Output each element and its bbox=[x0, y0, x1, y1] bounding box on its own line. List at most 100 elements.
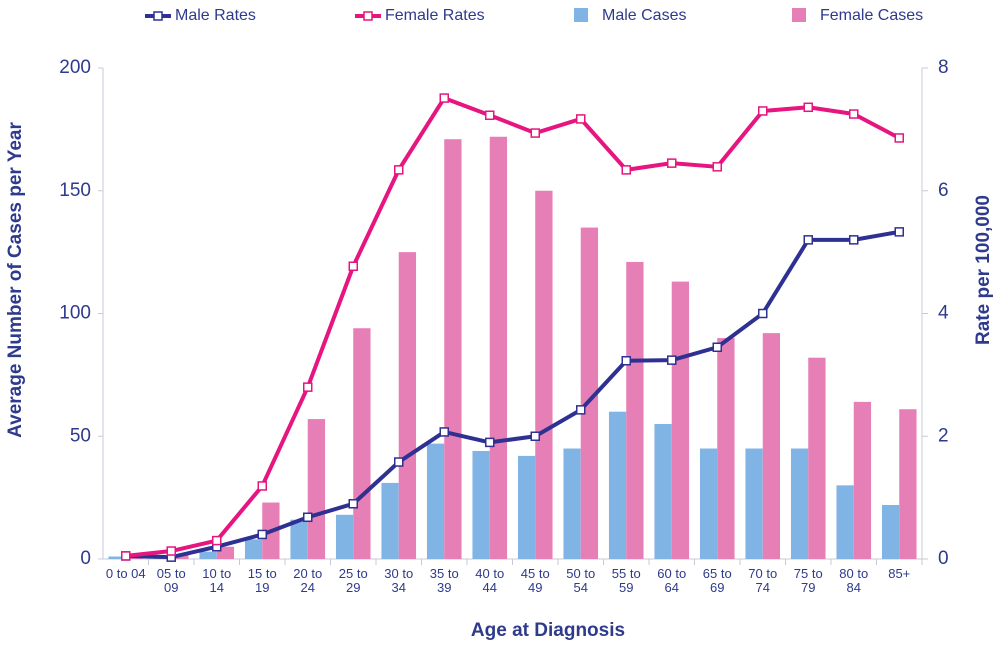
y2-axis-label: Rate per 100,000 bbox=[973, 195, 994, 345]
line-marker bbox=[667, 355, 677, 365]
y-tick-label: 100 bbox=[59, 303, 91, 324]
bar bbox=[563, 448, 581, 559]
bar bbox=[426, 443, 445, 559]
bar bbox=[381, 482, 399, 559]
x-tick-label: 50 to 54 bbox=[566, 566, 596, 595]
x-tick-label: 55 to 59 bbox=[611, 566, 641, 595]
x-tick-label: 40 to 44 bbox=[475, 566, 505, 595]
line-marker bbox=[894, 227, 904, 237]
legend-label: Female Cases bbox=[820, 7, 923, 24]
line-marker bbox=[712, 342, 722, 353]
line-marker bbox=[803, 102, 813, 113]
line-marker bbox=[257, 481, 267, 491]
bar bbox=[335, 514, 354, 559]
legend-swatch bbox=[574, 8, 588, 22]
bar bbox=[517, 455, 536, 559]
x-tick-label: 35 to 39 bbox=[429, 566, 459, 595]
line-marker bbox=[439, 93, 449, 103]
bar bbox=[717, 338, 735, 559]
x-axis-label: Age at Diagnosis bbox=[471, 620, 625, 641]
bar bbox=[671, 281, 690, 559]
x-tick-label: 45 to 49 bbox=[520, 566, 550, 595]
bar bbox=[290, 519, 308, 559]
x-tick-label: 75 to 79 bbox=[793, 566, 823, 595]
y2-tick-label: 2 bbox=[938, 425, 949, 446]
bar bbox=[899, 409, 917, 559]
bar bbox=[244, 539, 263, 559]
bar bbox=[699, 448, 718, 559]
x-tick-label: 20 to 24 bbox=[293, 566, 323, 595]
x-tick-label: 80 to 84 bbox=[839, 566, 869, 595]
line-marker bbox=[166, 546, 176, 556]
bar bbox=[654, 423, 672, 559]
x-tick-label: 25 to 29 bbox=[338, 566, 368, 595]
y2-tick-label: 6 bbox=[938, 180, 949, 201]
line-marker bbox=[621, 356, 631, 366]
line-marker bbox=[121, 551, 131, 561]
legend-swatch bbox=[792, 8, 806, 22]
bar bbox=[626, 261, 644, 559]
bar bbox=[808, 357, 826, 559]
line-marker bbox=[485, 110, 495, 121]
y-tick-label: 50 bbox=[70, 425, 91, 446]
line-marker bbox=[667, 158, 677, 168]
line-marker bbox=[530, 431, 540, 441]
x-tick-label: 05 to 09 bbox=[156, 566, 186, 595]
bar bbox=[199, 551, 217, 559]
legend-marker bbox=[363, 11, 373, 21]
y2-tick-label: 4 bbox=[938, 303, 949, 324]
line-marker bbox=[576, 405, 586, 415]
bar bbox=[745, 448, 763, 559]
line-marker bbox=[348, 499, 358, 509]
line-marker bbox=[758, 308, 768, 319]
x-tick-label: 15 to 19 bbox=[247, 566, 277, 595]
line-marker bbox=[712, 162, 722, 172]
bar bbox=[489, 136, 508, 560]
x-tick-label: 10 to 14 bbox=[202, 566, 232, 595]
line-marker bbox=[212, 535, 222, 546]
line bbox=[125, 96, 901, 558]
bar bbox=[790, 448, 809, 559]
line-marker bbox=[758, 106, 768, 116]
line-marker bbox=[303, 382, 313, 392]
legend-label: Male Rates bbox=[175, 7, 256, 24]
x-tick-label: 0 to 04 bbox=[105, 566, 146, 581]
x-tick-label: 70 to 74 bbox=[748, 566, 778, 595]
x-tick-label: 30 to 34 bbox=[384, 566, 414, 595]
line-marker bbox=[894, 133, 904, 143]
bar bbox=[353, 328, 371, 559]
legend-label: Male Cases bbox=[602, 7, 686, 24]
legend-label: Female Rates bbox=[385, 7, 485, 24]
legend-marker bbox=[153, 11, 163, 21]
bar bbox=[472, 450, 490, 559]
line-marker bbox=[439, 427, 449, 437]
line-marker bbox=[849, 235, 859, 245]
line-marker bbox=[485, 437, 495, 448]
bar bbox=[307, 419, 326, 559]
line-marker bbox=[849, 109, 859, 119]
line-marker bbox=[530, 128, 540, 138]
line-marker bbox=[257, 529, 267, 540]
y-tick-label: 0 bbox=[80, 548, 91, 569]
x-tick-label: 85+ bbox=[888, 566, 911, 581]
y2-tick-label: 0 bbox=[938, 548, 949, 569]
y-tick-label: 150 bbox=[59, 180, 91, 201]
line-marker bbox=[394, 457, 404, 467]
bar bbox=[836, 485, 854, 559]
bar bbox=[853, 401, 872, 559]
bar bbox=[608, 411, 627, 559]
y-tick-label: 200 bbox=[59, 57, 91, 78]
y-axis-label: Average Number of Cases per Year bbox=[5, 122, 26, 438]
line-marker bbox=[348, 261, 358, 271]
bar bbox=[762, 333, 781, 559]
line-marker bbox=[394, 165, 404, 175]
line-marker bbox=[621, 165, 631, 175]
line bbox=[125, 229, 900, 560]
x-tick-label: 65 to 69 bbox=[702, 566, 732, 595]
bar bbox=[444, 139, 462, 559]
bar bbox=[108, 556, 126, 559]
line-marker bbox=[576, 114, 586, 124]
line-marker bbox=[303, 512, 313, 523]
